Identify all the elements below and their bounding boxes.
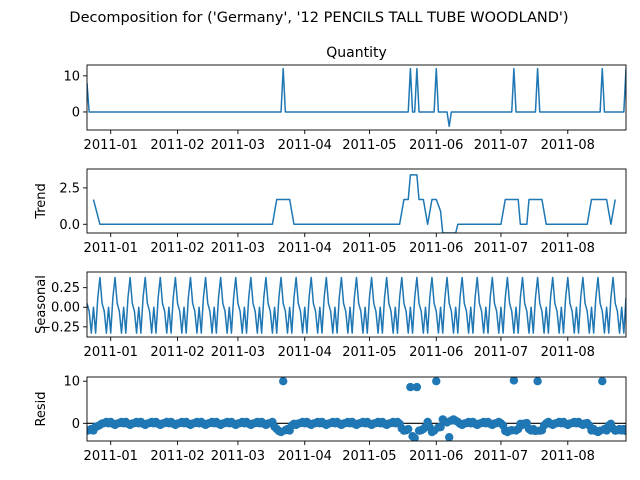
x-tick-label: 2011-06 (409, 138, 463, 153)
plot-area (87, 67, 626, 128)
series-line-trend (92, 174, 616, 233)
resid-point (412, 382, 422, 392)
x-tick-label: 2011-04 (278, 241, 332, 256)
resid-point (533, 377, 542, 386)
panel-title: Quantity (326, 45, 387, 61)
x-tick-label: 2011-03 (211, 241, 265, 256)
x-tick-label: 2011-08 (541, 449, 595, 464)
y-tick-label: 2.5 (59, 181, 80, 196)
series-line-seasonal (87, 276, 626, 334)
axes-frame (86, 168, 627, 234)
plot-area (87, 276, 626, 334)
series-line-quantity (87, 67, 626, 128)
y-tick-label: 0.25 (51, 281, 80, 296)
y-tick-label: 0.00 (51, 301, 80, 316)
x-tick-label: 2011-01 (84, 449, 138, 464)
x-tick-label: 2011-06 (409, 449, 463, 464)
x-tick-label: 2011-07 (474, 241, 528, 256)
x-tick-label: 2011-03 (211, 449, 265, 464)
panel-trend: Trend 0.0 2.5 2011-01 2011-02 2011-03 2011-04 2… (34, 168, 627, 256)
resid-point (598, 377, 607, 386)
x-tick-label: 2011-04 (278, 138, 332, 153)
y-tick-label: 10 (63, 69, 80, 84)
axes-frame (86, 376, 627, 442)
x-tick-label: 2011-05 (342, 345, 396, 360)
x-tick-label: 2011-03 (211, 138, 265, 153)
y-tick-label: 0.0 (59, 218, 80, 233)
resid-point (432, 377, 441, 386)
x-tick-label: 2011-05 (342, 241, 396, 256)
x-tick-label: 2011-06 (409, 345, 463, 360)
figure-title: Decomposition for ('Germany', '12 PENCIL… (69, 10, 568, 26)
x-tick-label: 2011-06 (409, 241, 463, 256)
x-tick-label: 2011-08 (541, 241, 595, 256)
x-tick-label: 2011-04 (278, 345, 332, 360)
x-tick-label: 2011-07 (474, 345, 528, 360)
x-tick-label: 2011-08 (541, 138, 595, 153)
plot-area (87, 377, 626, 441)
axes-frame (86, 271, 627, 338)
x-tick-label: 2011-08 (541, 345, 595, 360)
x-tick-label: 2011-04 (278, 449, 332, 464)
x-tick-label: 2011-05 (342, 138, 396, 153)
x-tick-label: 2011-02 (150, 241, 204, 256)
y-axis-label: Resid (34, 391, 49, 426)
x-tick-label: 2011-02 (150, 138, 204, 153)
resid-point (445, 433, 454, 441)
x-tick-label: 2011-03 (211, 345, 265, 360)
y-tick-label: 0 (72, 105, 80, 120)
resid-point (406, 382, 415, 392)
resid-point (621, 426, 626, 436)
y-tick-label: 10 (63, 375, 80, 390)
y-tick-label: −0.25 (40, 320, 80, 335)
y-axis-label: Trend (34, 183, 49, 220)
x-tick-label: 2011-07 (474, 138, 528, 153)
plot-area (92, 174, 616, 233)
resid-point (436, 422, 445, 432)
resid-point (404, 424, 413, 434)
y-tick-label: 0 (72, 417, 80, 432)
x-tick-label: 2011-01 (84, 241, 138, 256)
resid-point (279, 377, 288, 386)
x-tick-label: 2011-01 (84, 138, 138, 153)
axes-frame (86, 64, 627, 131)
panel-seasonal: Seasonal−0.25 0.00 0.25 2011-01 2011-02 2011-… (34, 271, 627, 360)
resid-point (410, 433, 419, 441)
x-tick-label: 2011-02 (150, 449, 204, 464)
x-tick-label: 2011-01 (84, 345, 138, 360)
panel-quantity: Quantity 0 10 2011-01 2011-02 2011-03 2011-04 2… (63, 45, 627, 153)
x-tick-label: 2011-05 (342, 449, 396, 464)
x-tick-label: 2011-07 (474, 449, 528, 464)
resid-point (509, 377, 519, 385)
x-tick-label: 2011-02 (150, 345, 204, 360)
panel-resid: Resid 0 10 2011-01 2011-02 2011-03 2011-04 2011… (34, 375, 627, 464)
y-axis-label: Seasonal (34, 275, 49, 334)
